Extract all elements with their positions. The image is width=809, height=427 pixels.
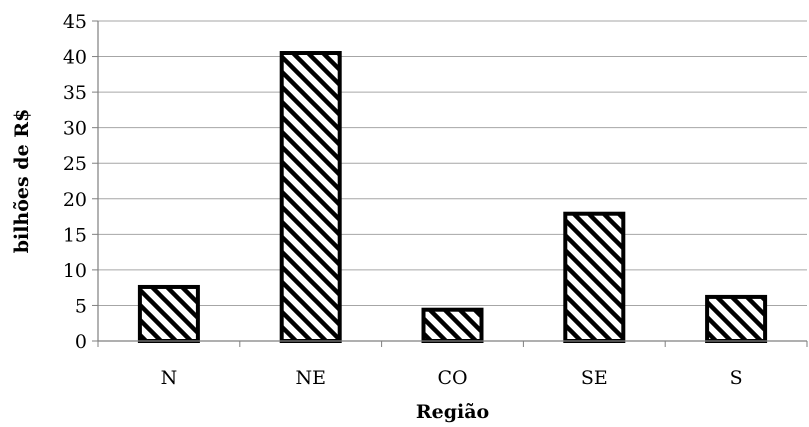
bar-n: [137, 284, 200, 344]
y-tick-label: 25: [63, 153, 87, 175]
y-tick-label: 20: [63, 189, 87, 211]
x-tick-label: SE: [581, 367, 608, 389]
bars: [97, 51, 808, 347]
bar-s: [705, 294, 768, 343]
x-tick-labels: N NE CO SE S: [161, 367, 743, 389]
y-tick-label: 10: [63, 260, 87, 282]
axes: [97, 21, 807, 342]
bar-co: [421, 307, 484, 344]
y-tick-label: 30: [63, 118, 87, 140]
y-tick-label: 45: [63, 11, 87, 33]
y-tick-label: 40: [63, 47, 87, 69]
x-axis-title: Região: [416, 401, 489, 423]
x-tick-label: NE: [295, 367, 326, 389]
bar-se: [563, 211, 626, 343]
y-tick-label: 0: [75, 331, 87, 353]
x-tick-label: N: [161, 367, 178, 389]
y-tick-label: 35: [63, 82, 87, 104]
x-tick-label: CO: [437, 367, 467, 389]
y-tick-label: 15: [63, 224, 87, 246]
y-tick-label: 5: [75, 295, 87, 317]
bar-ne: [279, 51, 342, 343]
x-tick-label: S: [730, 367, 743, 389]
gridlines: [92, 20, 807, 342]
y-axis-title: bilhões de R$: [11, 109, 33, 254]
y-tick-labels: 0 5 10 15 20 25 30 35 40 45: [63, 11, 87, 353]
